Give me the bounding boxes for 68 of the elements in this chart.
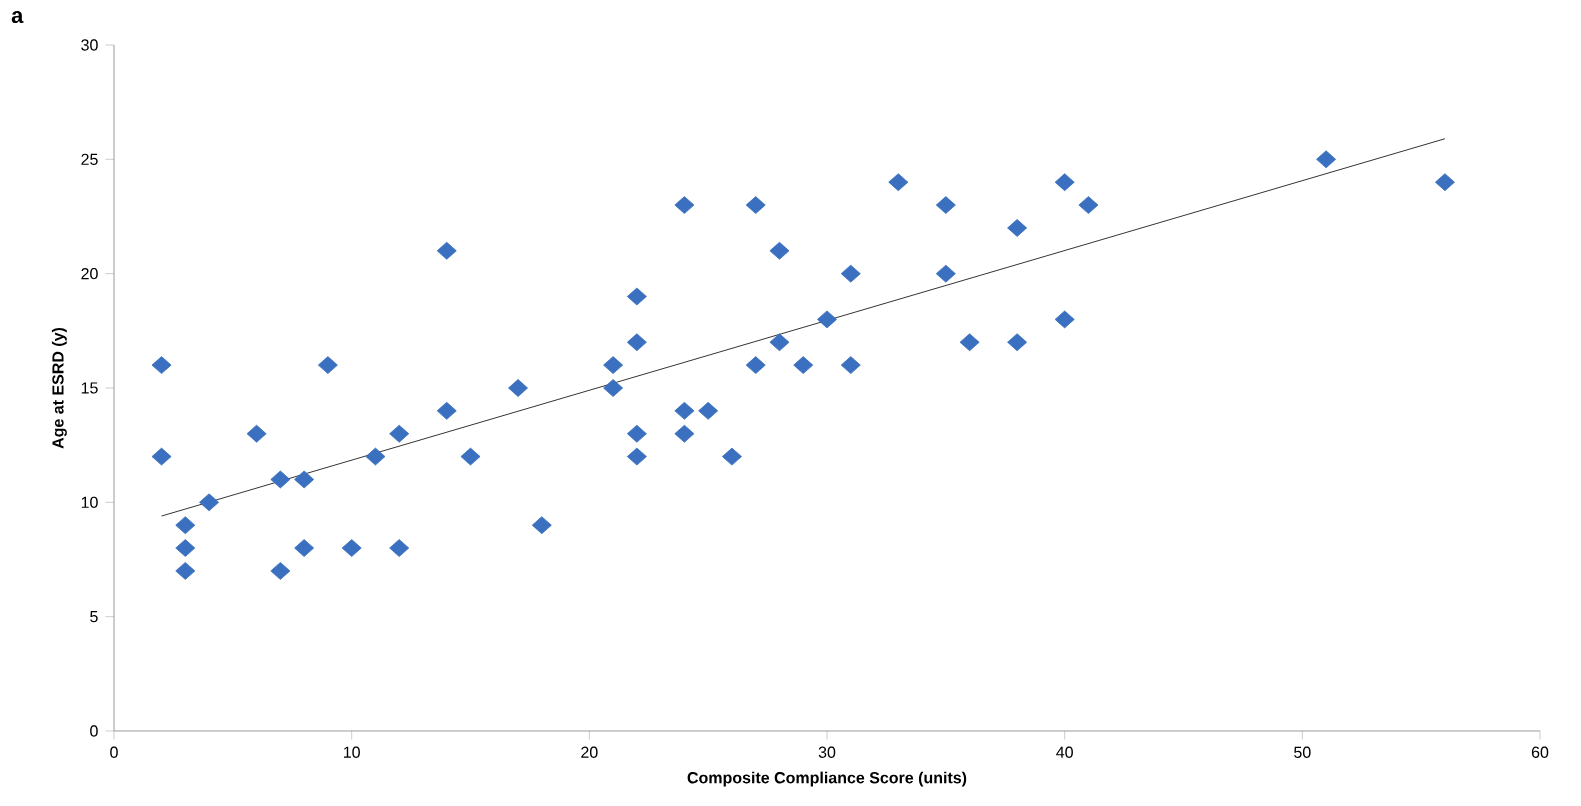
x-tick-label: 60 [1531,746,1549,758]
text: a [11,11,24,24]
point [935,264,956,283]
point [603,356,624,375]
y-axis-title: Age at ESRD (y) [51,327,67,449]
point [508,379,528,397]
point [246,424,267,443]
point [151,356,172,375]
point [460,447,481,466]
y-tick-label: 10 [81,496,98,508]
y-tick-label: 30 [81,39,98,51]
y-tick-label: 15 [81,382,98,394]
point [365,447,386,466]
point [1054,310,1075,329]
point [626,287,647,306]
x-tick-label: 20 [581,746,598,758]
point [1434,173,1455,192]
point [721,447,742,466]
x-tick-label: 50 [1294,746,1311,758]
point [935,196,956,214]
point [626,424,647,443]
point [199,493,220,512]
point [626,333,647,352]
point [698,401,719,420]
x-tick-label: 30 [818,746,836,758]
point [769,241,790,260]
point [294,539,315,557]
point [1007,219,1028,237]
point [531,516,552,535]
point [674,196,695,214]
point [389,424,410,443]
point [341,539,362,557]
point [1078,196,1099,214]
point [674,401,695,420]
point [294,470,315,489]
point [1316,150,1337,169]
point [436,241,457,260]
point [175,516,196,535]
point [817,310,837,329]
x-tick-label: 10 [343,746,360,758]
point [626,447,647,466]
x-tick-label: 0 [110,746,118,758]
point [317,356,338,375]
x-tick-label: 40 [1056,746,1073,758]
point [1007,333,1028,352]
point [603,379,624,397]
point [745,196,766,214]
point [674,424,695,443]
point [840,356,861,375]
point [151,447,172,466]
point [793,356,814,375]
y-tick-label: 5 [90,611,98,623]
point [769,333,790,352]
point [745,356,766,375]
x-axis-title: Composite Compliance Score (units) [687,771,967,787]
point [888,173,909,192]
point [270,562,291,580]
point [959,333,980,352]
point [389,539,410,557]
point [1054,173,1075,192]
y-tick-label: 0 [90,725,98,737]
point [270,470,291,489]
y-tick-label: 20 [81,267,98,280]
point [436,401,457,420]
point [175,539,196,557]
point [840,264,861,283]
y-tick-label: 25 [81,153,98,165]
point [175,562,196,580]
